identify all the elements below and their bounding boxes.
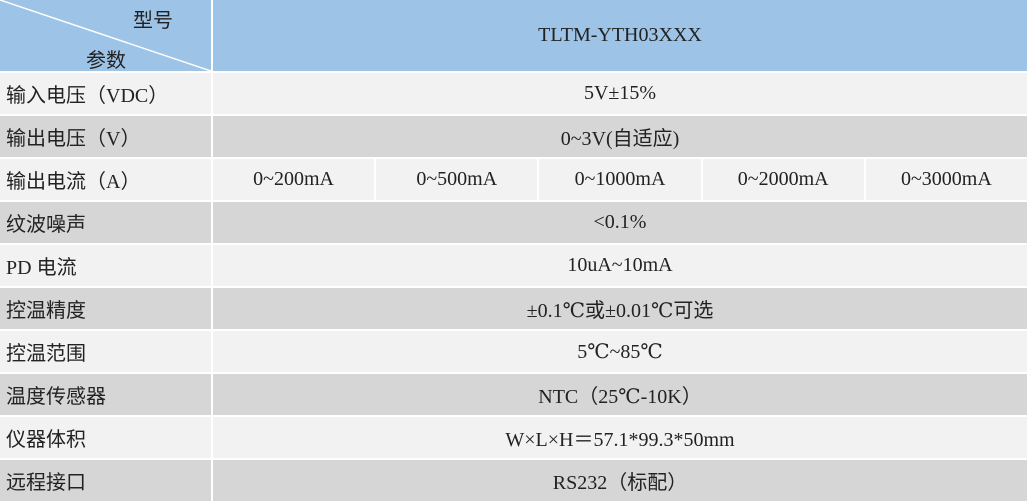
row-value: RS232（标配）	[213, 460, 1027, 501]
row-label: 输出电流（A）	[0, 159, 211, 200]
row-label: 控温范围	[0, 331, 211, 372]
corner-cell: 型号 参数	[0, 0, 211, 72]
row-value: 0~3000mA	[865, 159, 1027, 200]
row-label: 仪器体积	[0, 417, 211, 458]
row-value: 5℃~85℃	[213, 331, 1027, 372]
row-label: PD 电流	[0, 245, 211, 286]
row-value: 0~200mA	[213, 159, 375, 200]
row-label: 输出电压（V）	[0, 116, 211, 157]
row-label: 温度传感器	[0, 374, 211, 415]
row-value: W×L×H＝57.1*99.3*50mm	[213, 417, 1027, 458]
row-value: NTC（25℃-10K）	[213, 374, 1027, 415]
row-value: 5V±15%	[213, 73, 1027, 114]
corner-top: 型号	[133, 10, 173, 32]
row-value: 0~500mA	[376, 159, 538, 200]
row-label: 远程接口	[0, 460, 211, 501]
row-label: 控温精度	[0, 288, 211, 329]
row-value: 0~1000mA	[539, 159, 701, 200]
corner-bottom: 参数	[86, 50, 126, 72]
row-value: ±0.1℃或±0.01℃可选	[213, 288, 1027, 329]
diagonal	[0, 0, 211, 71]
row-label: 输入电压（VDC）	[0, 73, 211, 114]
row-label: 纹波噪声	[0, 202, 211, 243]
row-value: <0.1%	[213, 202, 1027, 243]
row-value: 10uA~10mA	[213, 245, 1027, 286]
row-value: 0~2000mA	[702, 159, 864, 200]
row-value: 0~3V(自适应)	[213, 116, 1027, 157]
model-cell: TLTM-YTH03XXX	[213, 0, 1027, 71]
